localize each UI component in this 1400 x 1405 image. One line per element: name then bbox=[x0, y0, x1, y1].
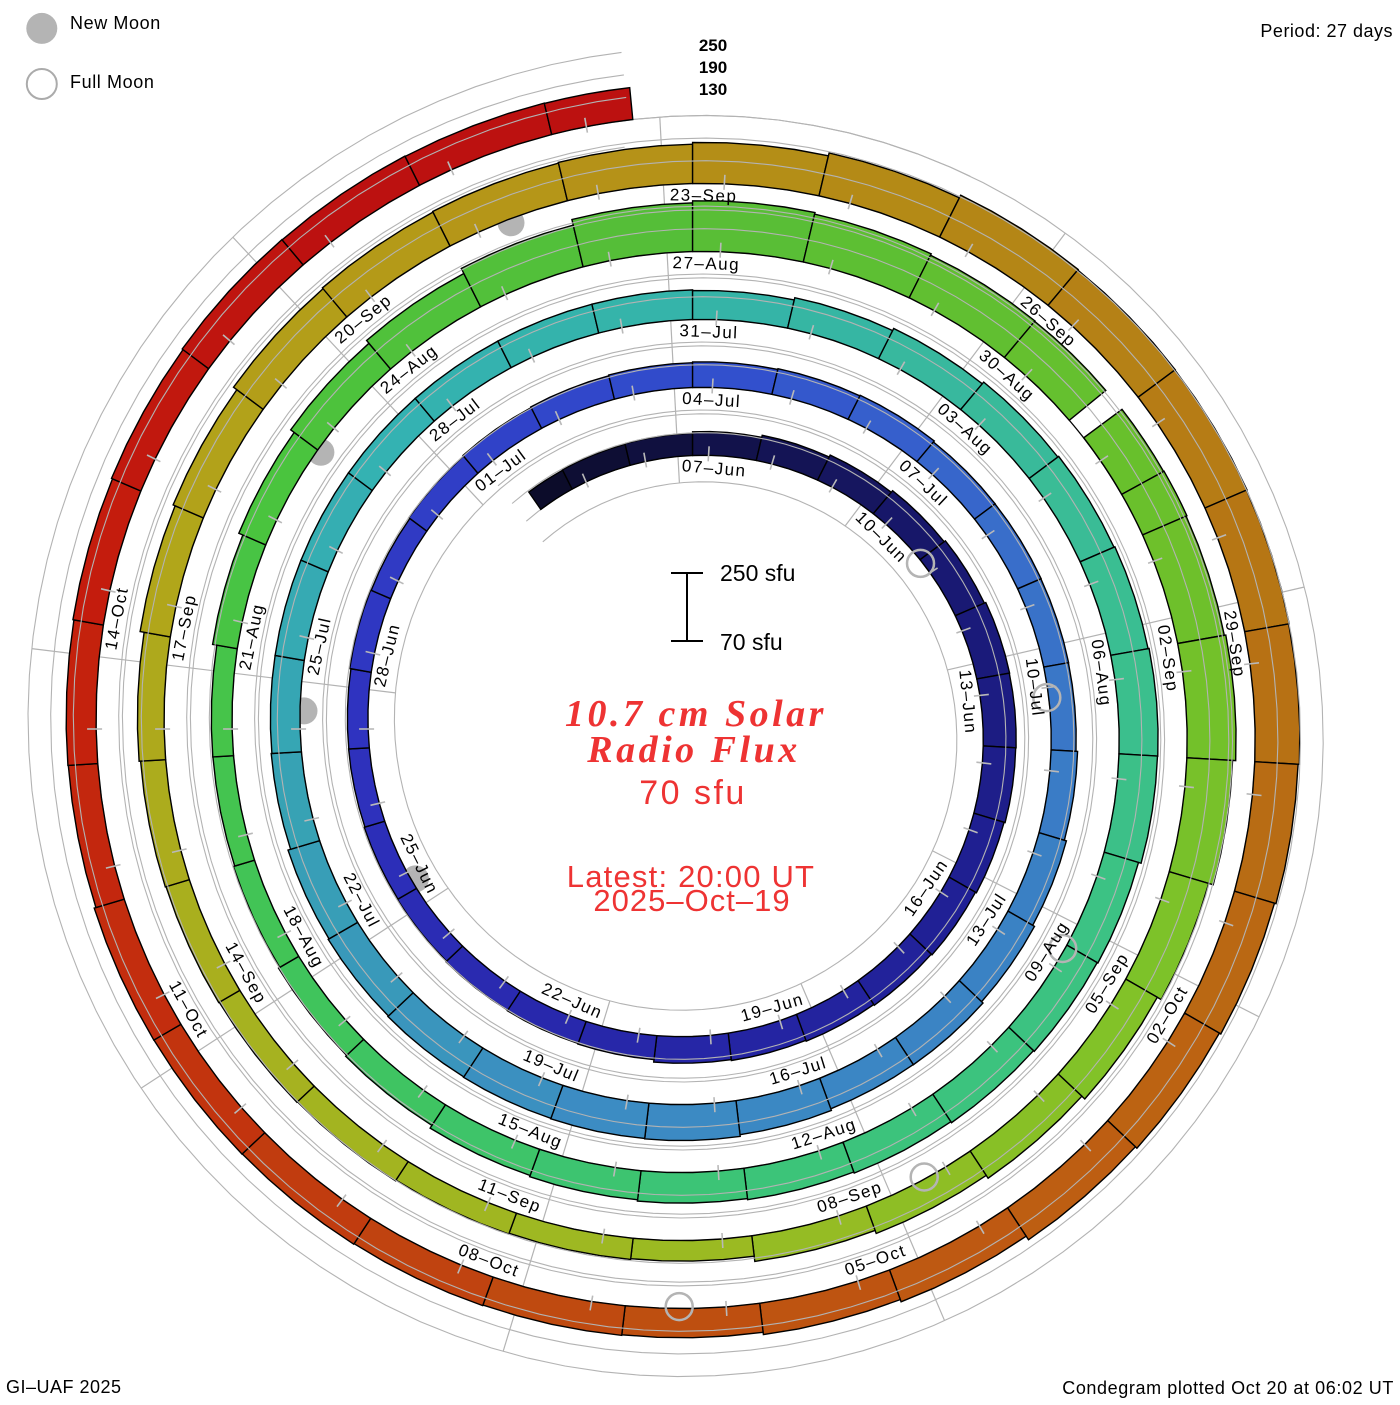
svg-text:04–Jul: 04–Jul bbox=[682, 389, 742, 411]
svg-text:27–Aug: 27–Aug bbox=[672, 253, 740, 274]
svg-text:250 sfu: 250 sfu bbox=[720, 560, 795, 586]
svg-text:70 sfu: 70 sfu bbox=[720, 629, 783, 655]
svg-text:70 sfu: 70 sfu bbox=[639, 774, 747, 812]
svg-text:23–Sep: 23–Sep bbox=[670, 185, 738, 205]
svg-text:Full Moon: Full Moon bbox=[70, 72, 154, 92]
svg-text:130: 130 bbox=[699, 80, 727, 99]
svg-text:2025–Oct–19: 2025–Oct–19 bbox=[593, 883, 790, 918]
svg-text:Period: 27 days: Period: 27 days bbox=[1260, 21, 1393, 41]
svg-text:GI–UAF 2025: GI–UAF 2025 bbox=[6, 1377, 122, 1397]
svg-text:Latest: 20:00 UT: Latest: 20:00 UT bbox=[567, 859, 815, 894]
svg-text:Condegram plotted Oct 20 at 06: Condegram plotted Oct 20 at 06:02 UT bbox=[1062, 1378, 1394, 1398]
svg-text:250: 250 bbox=[699, 36, 727, 55]
svg-text:31–Jul: 31–Jul bbox=[679, 321, 739, 342]
svg-text:190: 190 bbox=[699, 58, 727, 77]
svg-text:Radio Flux: Radio Flux bbox=[586, 729, 800, 771]
svg-text:10.7 cm Solar: 10.7 cm Solar bbox=[565, 693, 827, 735]
svg-text:New Moon: New Moon bbox=[70, 13, 161, 33]
